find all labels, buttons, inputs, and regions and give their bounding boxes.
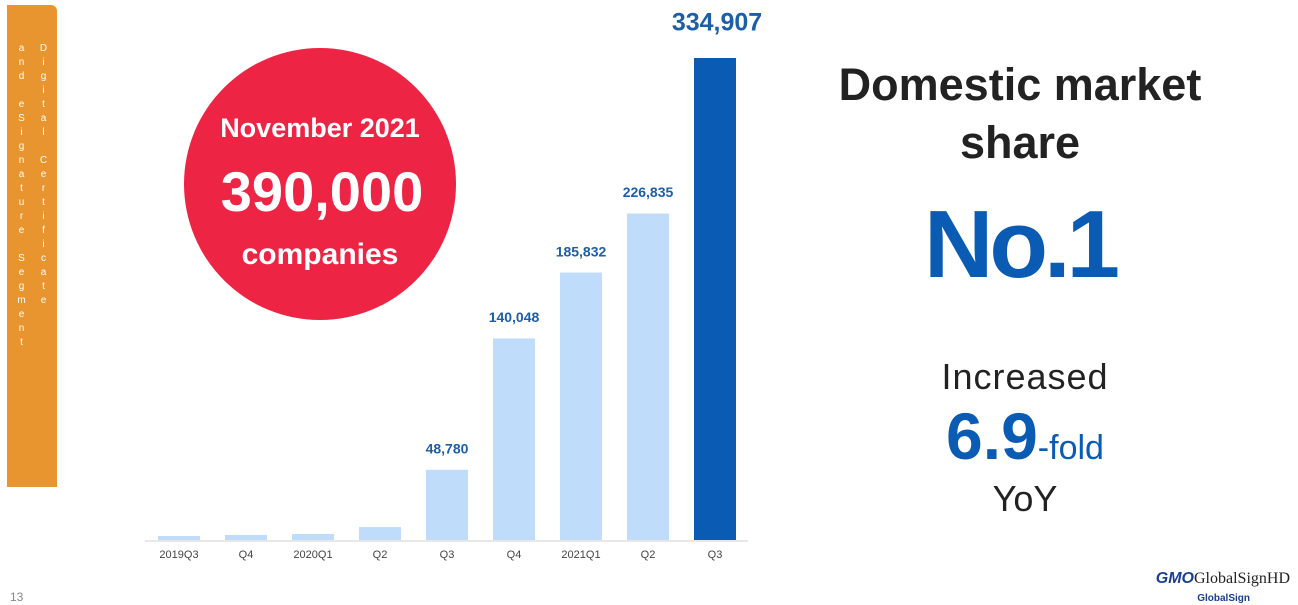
badge-circle	[184, 48, 456, 320]
logo: GMOGlobalSignHD GlobalSign	[1138, 570, 1290, 605]
badge-unit: companies	[242, 238, 399, 271]
logo-sub: GlobalSign	[1197, 593, 1250, 604]
page-number: 13	[10, 590, 24, 604]
logo-name: GlobalSignHD	[1194, 570, 1290, 587]
x-tick-label: Q3	[440, 549, 455, 561]
growth-line: 6.9-fold	[880, 398, 1170, 474]
value-label: 185,832	[556, 243, 607, 259]
x-tick-label: Q4	[239, 549, 254, 561]
growth-period: YoY	[992, 478, 1058, 519]
side-label: Digital Certificate and eSignature Segmen…	[10, 5, 54, 487]
bar	[560, 272, 602, 540]
value-label: 48,780	[426, 440, 469, 456]
bar	[627, 213, 669, 540]
growth-factor: 6.9	[946, 399, 1038, 473]
value-label: 226,835	[623, 184, 674, 200]
x-tick-label: 2020Q1	[293, 549, 332, 561]
logo-brand: GMO	[1155, 570, 1194, 587]
side-label-line: Digital Certificate	[38, 43, 49, 309]
bar	[493, 338, 535, 540]
x-tick-label: 2019Q3	[159, 549, 198, 561]
x-tick-label: Q2	[373, 549, 388, 561]
side-label-line: and eSignature Segment	[16, 43, 27, 351]
bar	[359, 527, 401, 540]
x-tick-label: 2021Q1	[561, 549, 600, 561]
bar	[694, 58, 736, 540]
badge-count: 390,000	[221, 160, 423, 223]
value-label: 140,048	[489, 309, 540, 325]
bar	[292, 533, 334, 540]
growth-lead: Increased	[941, 356, 1109, 397]
value-label: 334,907	[672, 9, 762, 37]
growth-suffix: -fold	[1037, 429, 1104, 467]
bar	[225, 534, 267, 540]
badge-date: November 2021	[220, 113, 420, 143]
headline: Domestic market share	[838, 59, 1202, 168]
x-tick-label: Q4	[507, 549, 522, 561]
rank: No.1	[923, 191, 1120, 298]
bar	[426, 469, 468, 540]
bar	[158, 535, 200, 540]
x-tick-label: Q3	[708, 549, 723, 561]
x-tick-label: Q2	[641, 549, 656, 561]
side-banner: Digital Certificate and eSignature Segmen…	[7, 5, 57, 487]
